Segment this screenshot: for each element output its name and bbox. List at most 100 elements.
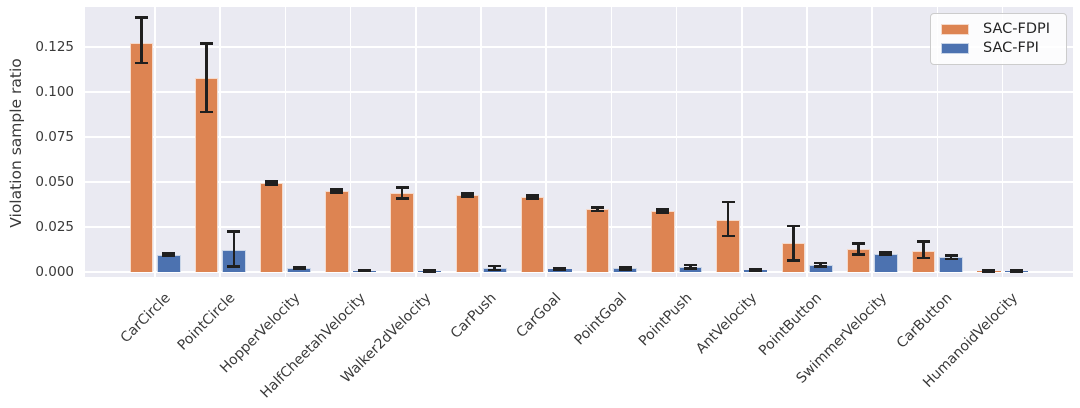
- errorbar-sac-fpi-pointcircle: [232, 231, 236, 267]
- errorbar-cap: [553, 267, 567, 270]
- x-tick-label-cargoal: CarGoal: [513, 290, 565, 341]
- errorbar-cap: [683, 267, 697, 270]
- gridline-x: [936, 7, 939, 277]
- errorbar-cap: [851, 242, 865, 245]
- gridline-y-0.050: [85, 181, 1073, 183]
- gridline-y-0.125: [85, 46, 1073, 48]
- errorbar-cap: [460, 192, 474, 195]
- legend-label-sac-fdpi: SAC-FDPI: [983, 21, 1051, 37]
- errorbar-cap: [134, 16, 148, 19]
- errorbar-cap: [423, 269, 437, 273]
- errorbar-cap: [395, 197, 409, 201]
- x-tick-label-pointgoal: PointGoal: [571, 290, 630, 349]
- errorbar-cap: [917, 256, 931, 260]
- legend: SAC-FDPI SAC-FPI: [930, 13, 1067, 65]
- gridline-x: [284, 7, 287, 277]
- x-tick-label-pointpush: PointPush: [635, 290, 695, 350]
- errorbar-cap: [721, 200, 735, 204]
- y-tick-label: 0.025: [35, 219, 74, 235]
- errorbar-cap: [656, 208, 670, 211]
- gridline-x: [741, 7, 743, 277]
- legend-swatch-sac-fdpi: [941, 24, 969, 35]
- errorbar-cap: [134, 61, 148, 65]
- errorbar-sac-fdpi-antvelocity: [726, 201, 730, 236]
- gridline-x: [480, 7, 482, 277]
- bar-sac-fdpi-walker2dvelocity: [390, 193, 414, 272]
- errorbar-sac-fdpi-pointcircle: [205, 43, 208, 112]
- errorbar-sac-fdpi-swimmervelocity: [857, 243, 860, 255]
- errorbar-sac-fdpi-pointpush: [661, 209, 665, 213]
- errorbar-cap: [292, 267, 306, 271]
- errorbar-cap: [786, 224, 800, 228]
- errorbar-sac-fdpi-carpush: [465, 193, 469, 197]
- gridline-y-0.100: [85, 91, 1073, 93]
- errorbar-cap: [488, 268, 502, 272]
- x-tick-label-pointcircle: PointCircle: [174, 290, 239, 354]
- errorbar-cap: [227, 230, 241, 233]
- y-tick-label: 0.125: [35, 39, 74, 55]
- legend-item-sac-fdpi: SAC-FDPI: [939, 20, 1058, 39]
- errorbar-cap: [525, 194, 539, 197]
- errorbar-sac-fdpi-pointgoal: [596, 207, 599, 211]
- gridline-x: [415, 7, 417, 277]
- errorbar-cap: [1009, 270, 1023, 273]
- legend-label-sac-fpi: SAC-FPI: [983, 40, 1039, 56]
- gridline-y-0.000: [85, 271, 1073, 273]
- y-tick-label: 0.050: [35, 174, 74, 190]
- errorbar-sac-fdpi-walker2dvelocity: [400, 187, 404, 199]
- errorbar-sac-fdpi-pointbutton: [791, 226, 795, 261]
- errorbar-cap: [683, 263, 697, 267]
- errorbar-sac-fpi-carpush: [493, 266, 497, 270]
- y-tick-label: 0.000: [35, 264, 74, 280]
- bar-sac-fdpi-cargoal: [520, 196, 545, 272]
- errorbar-cap: [944, 257, 958, 261]
- gridline-x: [219, 7, 221, 277]
- errorbar-cap: [162, 254, 176, 258]
- bar-sac-fpi-carcircle: [157, 254, 181, 272]
- y-tick-label: 0.075: [35, 129, 74, 145]
- errorbar-cap: [525, 197, 539, 200]
- errorbar-cap: [553, 268, 567, 272]
- errorbar-cap: [330, 188, 344, 192]
- y-tick-label: 0.100: [35, 84, 74, 100]
- gridline-x: [871, 7, 873, 277]
- errorbar-cap: [330, 190, 344, 194]
- errorbar-cap: [357, 269, 371, 273]
- errorbar-sac-fdpi-carcircle: [139, 17, 143, 64]
- errorbar-cap: [618, 265, 632, 269]
- errorbar-cap: [591, 206, 605, 210]
- errorbar-sac-fdpi-hoppervelocity: [270, 181, 273, 185]
- gridline-x: [349, 7, 352, 277]
- bar-sac-fdpi-carpush: [455, 195, 479, 272]
- errorbar-cap: [199, 42, 213, 45]
- errorbar-sac-fdpi-cargoal: [531, 195, 534, 199]
- errorbar-cap: [749, 269, 763, 273]
- bar-sac-fdpi-hoppervelocity: [259, 182, 284, 272]
- errorbar-cap: [265, 183, 279, 186]
- bar-sac-fdpi-halfcheetahvelocity: [325, 191, 349, 272]
- x-tick-label-antvelocity: AntVelocity: [693, 290, 761, 358]
- x-tick-label-pointbutton: PointButton: [756, 290, 826, 360]
- errorbar-cap: [982, 268, 996, 272]
- bar-sac-fdpi-pointpush: [651, 211, 675, 272]
- errorbar-cap: [488, 264, 502, 268]
- plot-area: [85, 7, 1073, 277]
- gridline-x: [545, 7, 547, 277]
- legend-swatch-sac-fpi: [941, 43, 969, 54]
- errorbar-cap: [851, 253, 865, 256]
- gridline-x: [675, 7, 678, 277]
- errorbar-cap: [460, 195, 474, 198]
- errorbar-cap: [786, 259, 800, 262]
- gridline-x: [1001, 7, 1004, 277]
- errorbar-cap: [395, 186, 409, 189]
- gridline-x: [806, 7, 808, 277]
- errorbar-sac-fpi-pointgoal: [623, 266, 627, 270]
- legend-item-sac-fpi: SAC-FPI: [939, 39, 1058, 58]
- gridline-y-0.025: [85, 226, 1073, 228]
- bar-sac-fpi-swimmervelocity: [874, 253, 898, 272]
- errorbar-cap: [199, 110, 213, 114]
- errorbar-sac-fpi-carbutton: [949, 255, 953, 260]
- bar-sac-fdpi-carcircle: [129, 42, 153, 272]
- errorbar-cap: [879, 253, 893, 257]
